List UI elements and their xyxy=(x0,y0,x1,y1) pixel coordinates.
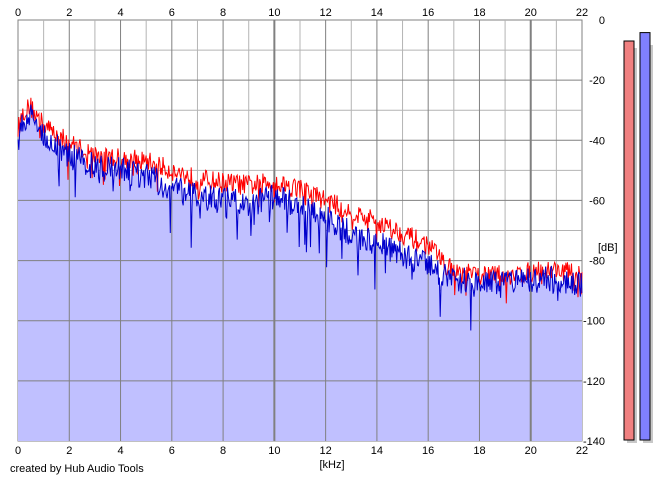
level-meter-left xyxy=(623,40,637,443)
y-tick-label: -40 xyxy=(589,135,605,147)
x-tick-labels-top: 0 2 4 6 8 10 12 14 16 18 20 22 xyxy=(15,7,588,19)
y-tick-label: 0 xyxy=(599,15,605,27)
y-tick-label: -80 xyxy=(589,256,605,268)
x-tick-label-bottom: 16 xyxy=(422,445,434,457)
y-tick-label: -60 xyxy=(589,195,605,207)
x-tick-label-top: 4 xyxy=(117,7,123,19)
x-tick-label-bottom: 8 xyxy=(220,445,226,457)
x-tick-label-top: 10 xyxy=(268,7,280,19)
level-meter-right-bar xyxy=(639,32,651,441)
y-tick-label: -20 xyxy=(589,75,605,87)
x-tick-label-bottom: 12 xyxy=(320,445,332,457)
level-meter-left-bar xyxy=(623,40,635,441)
y-tick-label: -120 xyxy=(583,376,605,388)
x-tick-label-bottom: 4 xyxy=(117,445,123,457)
x-tick-label-bottom: 20 xyxy=(525,445,537,457)
x-tick-label-bottom: 2 xyxy=(66,445,72,457)
y-tick-labels: 0 -20 -40 -60 -80 -100 -120 -140 xyxy=(583,15,605,448)
x-tick-label-bottom: 10 xyxy=(268,445,280,457)
credit-text: created by Hub Audio Tools xyxy=(10,463,144,475)
blue-series-fill xyxy=(18,104,582,441)
x-tick-label-top: 20 xyxy=(525,7,537,19)
y-axis-label: [dB] xyxy=(598,242,618,254)
y-tick-label: -140 xyxy=(583,436,605,448)
x-tick-label-top: 16 xyxy=(422,7,434,19)
x-tick-label-bottom: 0 xyxy=(15,445,21,457)
x-tick-label-top: 22 xyxy=(576,7,588,19)
level-meter-right xyxy=(639,32,653,443)
x-tick-label-top: 6 xyxy=(169,7,175,19)
x-tick-label-top: 18 xyxy=(473,7,485,19)
x-tick-label-bottom: 14 xyxy=(371,445,383,457)
x-tick-label-bottom: 18 xyxy=(473,445,485,457)
x-tick-label-top: 0 xyxy=(15,7,21,19)
x-tick-label-bottom: 6 xyxy=(169,445,175,457)
x-tick-label-bottom: 22 xyxy=(576,445,588,457)
x-tick-label-top: 12 xyxy=(320,7,332,19)
x-axis-label: [kHz] xyxy=(319,459,344,471)
x-tick-labels-bottom: 0 2 4 6 8 10 12 14 16 18 20 22 xyxy=(15,445,588,457)
x-tick-label-top: 8 xyxy=(220,7,226,19)
x-tick-label-top: 2 xyxy=(66,7,72,19)
y-tick-label: -100 xyxy=(583,316,605,328)
blue-series-line xyxy=(17,104,583,331)
x-tick-label-top: 14 xyxy=(371,7,383,19)
